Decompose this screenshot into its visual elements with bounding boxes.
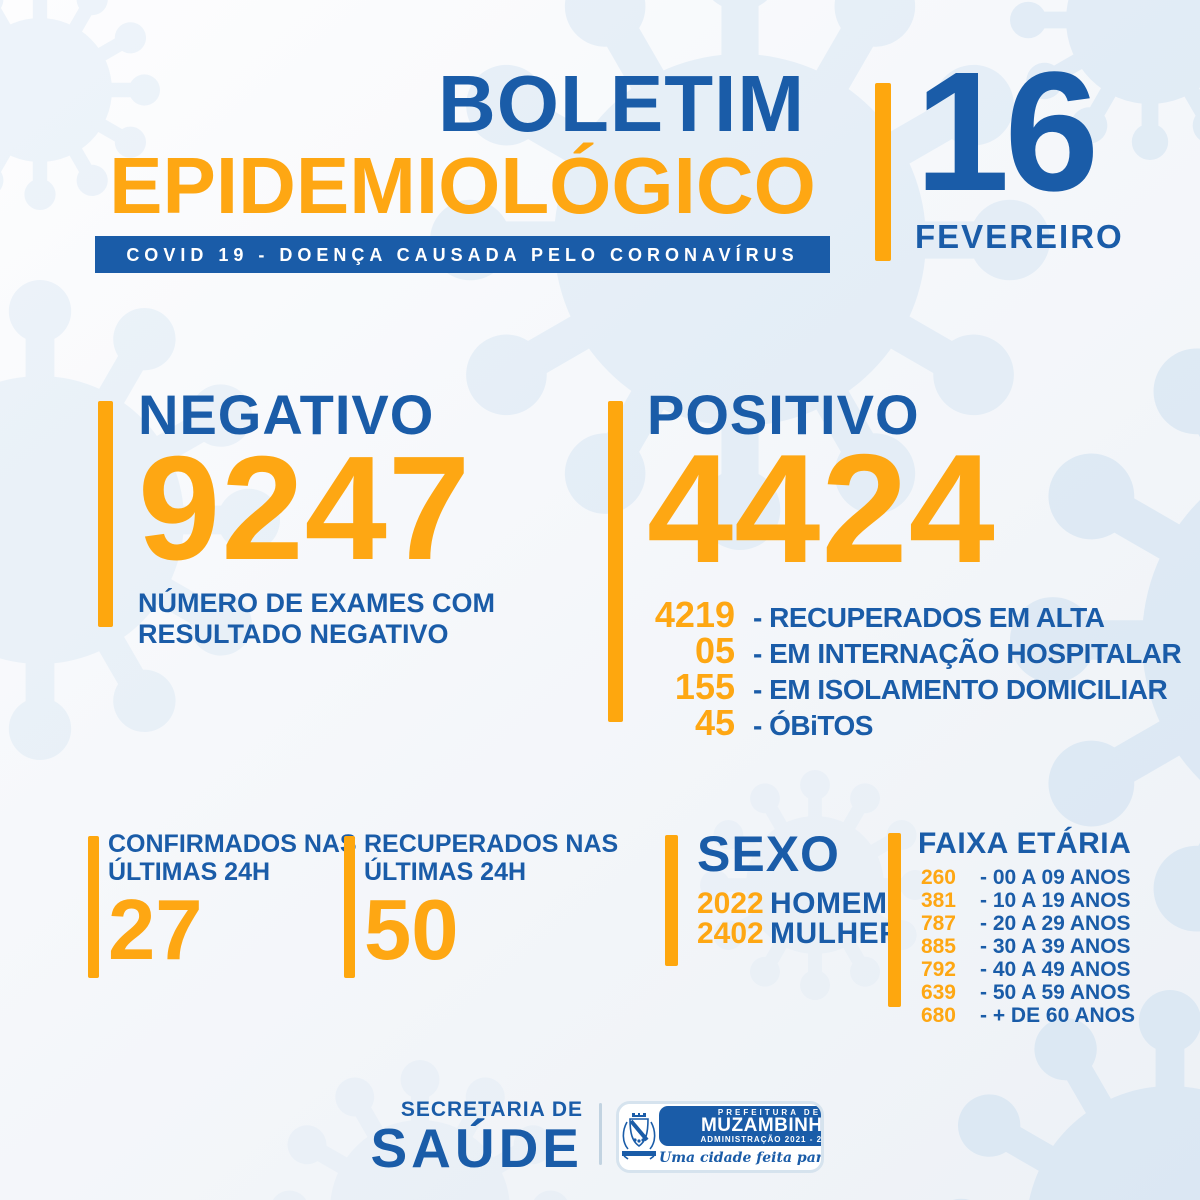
confirmed-24h-accent-bar [88, 836, 99, 978]
breakdown-row: 155 - EM ISOLAMENTO DOMICILIAR [647, 666, 1181, 707]
recovered-24h-section: RECUPERADOS NAS ÚLTIMAS 24H 50 [364, 830, 618, 978]
breakdown-row: 05 - EM INTERNAÇÃO HOSPITALAR [647, 630, 1182, 671]
age-group-row: 680 - + DE 60 ANOS [918, 1004, 1135, 1027]
logo-text-panel: PREFEITURA DE MUZAMBINHO ADMINISTRAÇÃO 2… [659, 1104, 824, 1170]
sex-value-female: 2402 [697, 917, 764, 950]
age-groups-title: FAIXA ETÁRIA [918, 827, 1132, 860]
positive-title: POSITIVO [647, 383, 920, 446]
breakdown-label: - EM ISOLAMENTO DOMICILIAR [753, 674, 1168, 705]
recovered-24h-title: RECUPERADOS NAS ÚLTIMAS 24H [364, 830, 618, 886]
age-groups-accent-bar [888, 833, 901, 1007]
age-group-row: 885 - 30 A 39 ANOS [918, 935, 1135, 958]
age-group-label: - 00 A 09 ANOS [980, 866, 1131, 889]
footer-divider [599, 1103, 602, 1165]
confirmed-24h-title-line2: ÚLTIMAS 24H [108, 858, 271, 886]
negative-value: 9247 [138, 426, 472, 591]
recovered-24h-value: 50 [364, 883, 459, 978]
sex-value-male: 2022 [697, 887, 764, 920]
age-group-value: 680 [920, 1004, 956, 1027]
secretary-line1: SECRETARIA DE [400, 1098, 583, 1121]
breakdown-value: 45 [694, 702, 735, 743]
muzambinho-city-logo: PREFEITURA DE MUZAMBINHO ADMINISTRAÇÃO 2… [616, 1101, 824, 1173]
confirmed-24h-title-line1: CONFIRMADOS NAS [108, 830, 357, 858]
recovered-24h-title-line1: RECUPERADOS NAS [364, 830, 619, 858]
breakdown-label: - RECUPERADOS EM ALTA [753, 602, 1105, 633]
breakdown-value: 155 [674, 666, 735, 707]
secretary-line2: SAÚDE [370, 1117, 583, 1179]
page-title-line1: BOLETIM [438, 59, 805, 148]
date-block: 16 FEVEREIRO [915, 37, 1124, 256]
breakdown-row: 45 - ÓBiTOS [647, 702, 1181, 743]
age-group-value: 381 [920, 889, 956, 912]
positive-accent-bar [608, 401, 623, 722]
age-group-label: - + DE 60 ANOS [980, 1004, 1136, 1027]
sex-label-female: MULHER [770, 917, 902, 950]
subtitle-banner: COVID 19 - DOENÇA CAUSADA PELO CORONAVÍR… [95, 236, 830, 273]
sex-accent-bar [665, 835, 678, 966]
age-group-value: 885 [920, 935, 956, 958]
age-groups-rows: 260 - 00 A 09 ANOS 381 - 10 A 19 ANOS 78… [918, 866, 1135, 1027]
age-group-label: - 10 A 19 ANOS [980, 889, 1131, 912]
sex-row: 2022 HOMEM [697, 887, 901, 920]
negative-caption-line2: RESULTADO NEGATIVO [138, 619, 449, 649]
negative-section: NEGATIVO 9247 NÚMERO DE EXAMES COM RESUL… [138, 384, 495, 650]
logo-administration-text: ADMINISTRAÇÃO 2021 - 2024 [700, 1135, 823, 1144]
page-title-line2: EPIDEMIOLÓGICO [109, 141, 816, 230]
age-group-value: 639 [920, 981, 956, 1004]
positive-breakdown: 4219 - RECUPERADOS EM ALTA 05 - EM INTER… [647, 594, 1182, 743]
age-group-row: 260 - 00 A 09 ANOS [918, 866, 1135, 889]
health-secretary-block: SECRETARIA DE SAÚDE [320, 1098, 583, 1179]
logo-prefeitura-text: PREFEITURA DE [717, 1108, 822, 1117]
age-group-label: - 20 A 29 ANOS [980, 912, 1131, 935]
age-group-row: 792 - 40 A 49 ANOS [918, 958, 1135, 981]
date-day: 16 [915, 37, 1099, 227]
confirmed-24h-value: 27 [108, 883, 203, 978]
breakdown-row: 4219 - RECUPERADOS EM ALTA [647, 594, 1181, 635]
negative-title: NEGATIVO [138, 383, 435, 446]
age-group-label: - 30 A 39 ANOS [980, 935, 1131, 958]
negative-caption-line1: NÚMERO DE EXAMES COM [138, 588, 496, 618]
logo-city-name: MUZAMBINHO [700, 1115, 823, 1136]
recovered-24h-accent-bar [344, 836, 355, 978]
age-group-value: 792 [920, 958, 956, 981]
coat-of-arms-panel [619, 1104, 659, 1170]
sex-section: SEXO 2022 HOMEM 2402 MULHER [697, 826, 901, 950]
sex-row: 2402 MULHER [697, 917, 901, 950]
sex-label-male: HOMEM [770, 887, 888, 920]
age-group-row: 381 - 10 A 19 ANOS [918, 889, 1135, 912]
positive-section: POSITIVO 4424 4219 - RECUPERADOS EM ALTA… [647, 383, 1182, 744]
age-group-label: - 40 A 49 ANOS [980, 958, 1131, 981]
sex-title: SEXO [697, 826, 840, 882]
header-title-block: BOLETIM EPIDEMIOLÓGICO COVID 19 - DOENÇA… [95, 62, 830, 273]
age-group-value: 260 [920, 866, 956, 889]
sex-rows: 2022 HOMEM 2402 MULHER [697, 887, 901, 950]
negative-caption: NÚMERO DE EXAMES COM RESULTADO NEGATIVO [138, 588, 495, 650]
breakdown-value: 4219 [654, 594, 735, 635]
negative-accent-bar [98, 401, 113, 627]
logo-blue-panel: PREFEITURA DE MUZAMBINHO ADMINISTRAÇÃO 2… [659, 1106, 823, 1146]
date-month: FEVEREIRO [915, 218, 1124, 255]
age-group-label: - 50 A 59 ANOS [980, 981, 1131, 1004]
positive-value: 4424 [647, 422, 996, 595]
age-group-row: 639 - 50 A 59 ANOS [918, 981, 1135, 1004]
recovered-24h-title-line2: ÚLTIMAS 24H [364, 858, 527, 886]
coat-of-arms-icon [622, 1113, 656, 1160]
breakdown-value: 05 [694, 630, 735, 671]
confirmed-24h-title: CONFIRMADOS NAS ÚLTIMAS 24H [108, 830, 357, 886]
logo-slogan: Uma cidade feita para todos [659, 1150, 824, 1166]
age-group-value: 787 [920, 912, 956, 935]
age-group-row: 787 - 20 A 29 ANOS [918, 912, 1135, 935]
age-groups-section: FAIXA ETÁRIA 260 - 00 A 09 ANOS 381 - 10… [918, 827, 1135, 1027]
breakdown-label: - EM INTERNAÇÃO HOSPITALAR [753, 638, 1182, 669]
header-accent-bar [875, 83, 891, 261]
confirmed-24h-section: CONFIRMADOS NAS ÚLTIMAS 24H 27 [108, 830, 357, 978]
breakdown-label: - ÓBiTOS [753, 710, 873, 741]
